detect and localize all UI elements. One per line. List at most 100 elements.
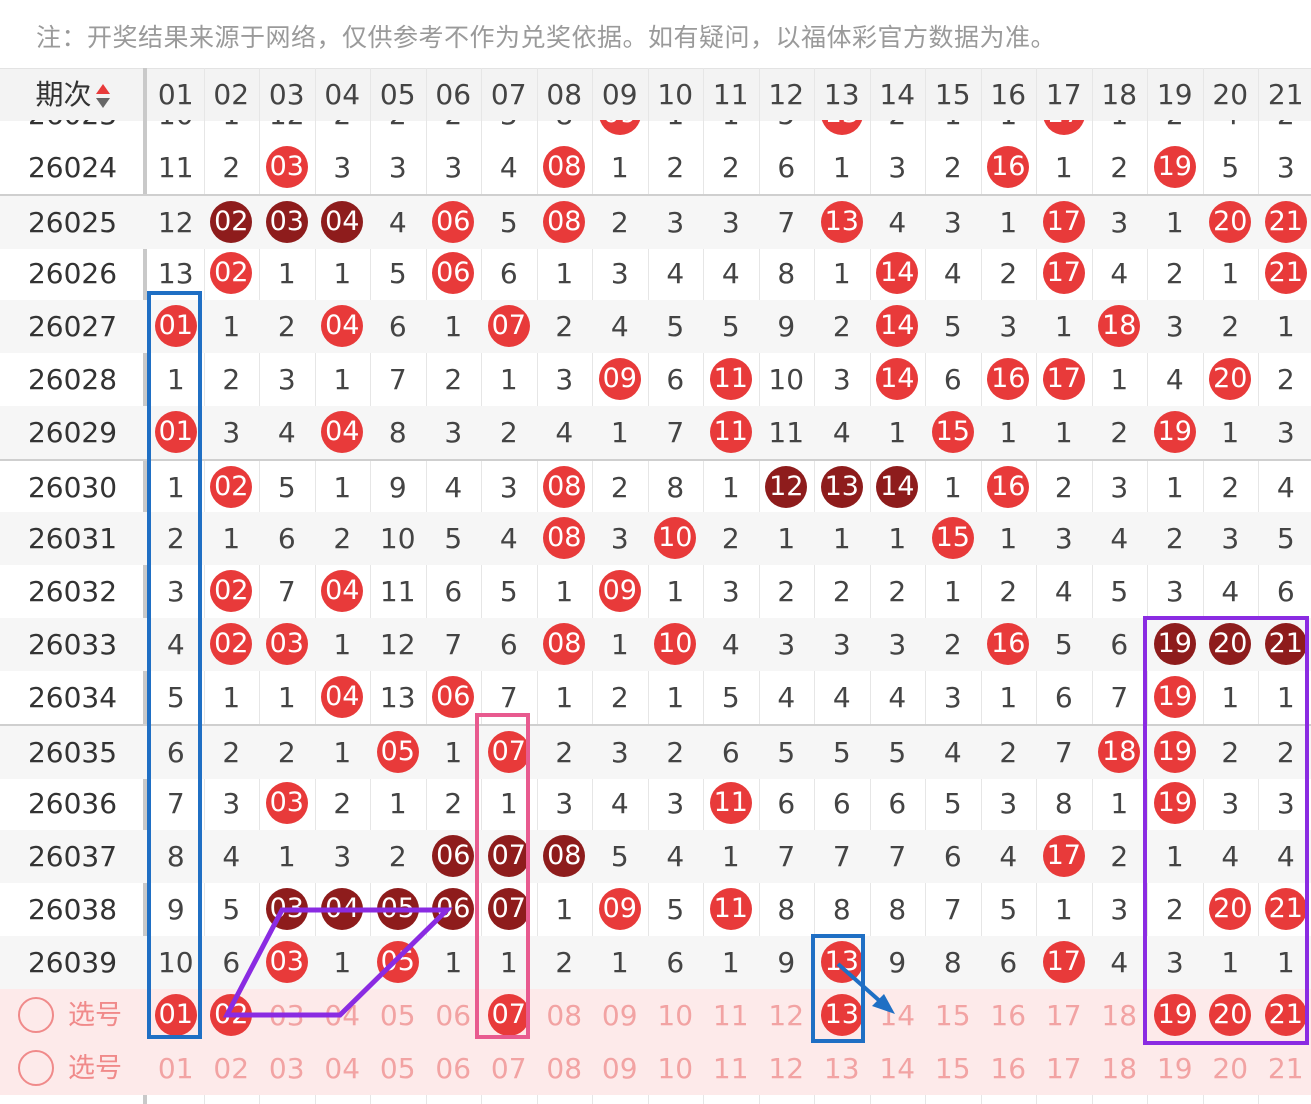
selectable-number[interactable]: 12 bbox=[768, 999, 805, 1032]
drawn-number-ball: 08 bbox=[543, 517, 586, 559]
selected-number[interactable]: 02 bbox=[204, 989, 260, 1042]
selectable-number[interactable]: 11 bbox=[712, 999, 749, 1032]
selectable-number[interactable]: 20 bbox=[1212, 1052, 1249, 1085]
omission-cell: 2 bbox=[1276, 363, 1295, 396]
selectable-number[interactable]: 08 bbox=[546, 1052, 583, 1085]
hit-cell: 16 bbox=[981, 141, 1037, 194]
selected-number[interactable]: 21 bbox=[1258, 989, 1311, 1042]
selected-number-ball[interactable]: 13 bbox=[820, 994, 863, 1036]
selectable-number[interactable]: 04 bbox=[324, 1052, 361, 1085]
selected-number-ball[interactable]: 01 bbox=[154, 994, 197, 1036]
omission-cell: 10 bbox=[148, 120, 204, 141]
omission-cell: 8 bbox=[777, 893, 796, 926]
table-row: 26038 9 5 03 04 05 06 07 1 09 5 11 8 8 8 7 5 1 3 2 20 21 bbox=[0, 883, 1311, 936]
omission-cell: 1 bbox=[555, 893, 574, 926]
omission-cell: 3 bbox=[777, 628, 796, 661]
omission-cell: 1 bbox=[1221, 257, 1240, 290]
column-header-15: 15 bbox=[934, 78, 971, 111]
select-all-toggle[interactable]: 选号 bbox=[18, 1042, 122, 1095]
omission-cell: 4 bbox=[555, 416, 574, 449]
selectable-number[interactable]: 09 bbox=[601, 999, 638, 1032]
period-sort-header[interactable]: 期次 bbox=[0, 69, 145, 121]
selectable-number[interactable]: 04 bbox=[324, 999, 361, 1032]
selected-number[interactable]: 19 bbox=[1147, 989, 1203, 1042]
selectable-number[interactable]: 14 bbox=[879, 999, 916, 1032]
selected-number[interactable]: 01 bbox=[148, 989, 204, 1042]
selected-number[interactable]: 07 bbox=[481, 989, 537, 1042]
omission-cell: 1 bbox=[333, 736, 352, 769]
drawn-number-ball: 02 bbox=[210, 623, 253, 665]
radio-circle-icon[interactable] bbox=[18, 1049, 54, 1086]
selectable-number[interactable]: 02 bbox=[213, 1052, 250, 1085]
select-all-toggle[interactable]: 选号 bbox=[18, 989, 122, 1042]
selectable-number[interactable]: 16 bbox=[990, 1052, 1027, 1085]
omission-cell: 3 bbox=[222, 787, 241, 820]
selectable-number[interactable]: 19 bbox=[1156, 1052, 1193, 1085]
omission-cell: 5 bbox=[1054, 628, 1073, 661]
selectable-number[interactable]: 07 bbox=[490, 1052, 527, 1085]
selected-number-ball[interactable]: 19 bbox=[1153, 994, 1196, 1036]
selectable-number[interactable]: 08 bbox=[546, 999, 583, 1032]
omission-cell: 2 bbox=[610, 206, 629, 239]
hit-cell: 08 bbox=[537, 196, 593, 249]
hit-cell: 15 bbox=[925, 512, 981, 565]
omission-cell: 3 bbox=[1110, 206, 1129, 239]
drawn-number-ball: 03 bbox=[265, 623, 308, 665]
hit-cell: 11 bbox=[703, 353, 759, 406]
selectable-number[interactable]: 21 bbox=[1267, 1052, 1304, 1085]
selectable-number[interactable]: 13 bbox=[823, 1052, 860, 1085]
selectable-number[interactable]: 15 bbox=[934, 999, 971, 1032]
selectable-number[interactable]: 03 bbox=[268, 999, 305, 1032]
sort-arrows-icon[interactable] bbox=[95, 82, 110, 110]
selectable-number[interactable]: 06 bbox=[435, 1052, 472, 1085]
selectable-number[interactable]: 05 bbox=[379, 1052, 416, 1085]
hit-cell: 13 bbox=[814, 461, 870, 514]
selected-number[interactable]: 20 bbox=[1203, 989, 1259, 1042]
selectable-number[interactable]: 11 bbox=[712, 1052, 749, 1085]
selectable-number[interactable]: 14 bbox=[879, 1052, 916, 1085]
selectable-number[interactable]: 10 bbox=[657, 999, 694, 1032]
selectable-number[interactable]: 10 bbox=[657, 1052, 694, 1085]
selectable-number[interactable]: 01 bbox=[157, 1052, 194, 1085]
selectable-number[interactable]: 09 bbox=[601, 1052, 638, 1085]
selected-number-ball[interactable]: 02 bbox=[210, 994, 253, 1036]
selected-number[interactable]: 13 bbox=[814, 989, 870, 1042]
selectable-number[interactable]: 12 bbox=[768, 1052, 805, 1085]
omission-cell: 2 bbox=[166, 522, 185, 555]
drawn-number-ball: 17 bbox=[1042, 941, 1085, 983]
omission-cell: 3 bbox=[999, 310, 1018, 343]
omission-cell: 5 bbox=[832, 736, 851, 769]
selected-number-ball[interactable]: 21 bbox=[1264, 994, 1307, 1036]
omission-cell: 5 bbox=[277, 471, 296, 504]
selectable-number[interactable]: 05 bbox=[379, 999, 416, 1032]
table-row: 26030 1 02 5 1 9 4 3 08 2 8 1 12 13 14 1 16 2 3 1 2 4 bbox=[0, 459, 1311, 514]
selectable-number[interactable]: 18 bbox=[1101, 1052, 1138, 1085]
omission-cell: 1 bbox=[1276, 681, 1295, 714]
selectable-number[interactable]: 17 bbox=[1045, 999, 1082, 1032]
drawn-number-ball: 02 bbox=[210, 466, 253, 508]
selected-number-ball[interactable]: 07 bbox=[487, 994, 530, 1036]
selectable-number[interactable]: 17 bbox=[1045, 1052, 1082, 1085]
hit-cell: 05 bbox=[370, 726, 426, 779]
hit-cell: 20 bbox=[1203, 353, 1259, 406]
selectable-number[interactable]: 16 bbox=[990, 999, 1027, 1032]
omission-cell: 1 bbox=[1221, 416, 1240, 449]
omission-cell: 1 bbox=[666, 681, 685, 714]
drawn-number-ball: 06 bbox=[432, 835, 475, 877]
table-row: 26027 01 1 2 04 6 1 07 2 4 5 5 9 2 14 5 3 1 18 3 2 1 bbox=[0, 300, 1311, 353]
selectable-number[interactable]: 18 bbox=[1101, 999, 1138, 1032]
hit-cell: 16 bbox=[981, 461, 1037, 514]
column-header-21: 21 bbox=[1267, 78, 1304, 111]
radio-circle-icon[interactable] bbox=[18, 996, 54, 1033]
omission-cell: 2 bbox=[315, 120, 371, 141]
omission-cell: 7 bbox=[666, 416, 685, 449]
selectable-number[interactable]: 06 bbox=[435, 999, 472, 1032]
omission-cell: 4 bbox=[888, 681, 907, 714]
omission-cell: 3 bbox=[721, 206, 740, 239]
period-number: 26026 bbox=[27, 257, 118, 290]
selectable-number[interactable]: 15 bbox=[934, 1052, 971, 1085]
omission-cell: 2 bbox=[777, 575, 796, 608]
selectable-number[interactable]: 03 bbox=[268, 1052, 305, 1085]
omission-cell: 5 bbox=[1221, 151, 1240, 184]
selected-number-ball[interactable]: 20 bbox=[1209, 994, 1252, 1036]
